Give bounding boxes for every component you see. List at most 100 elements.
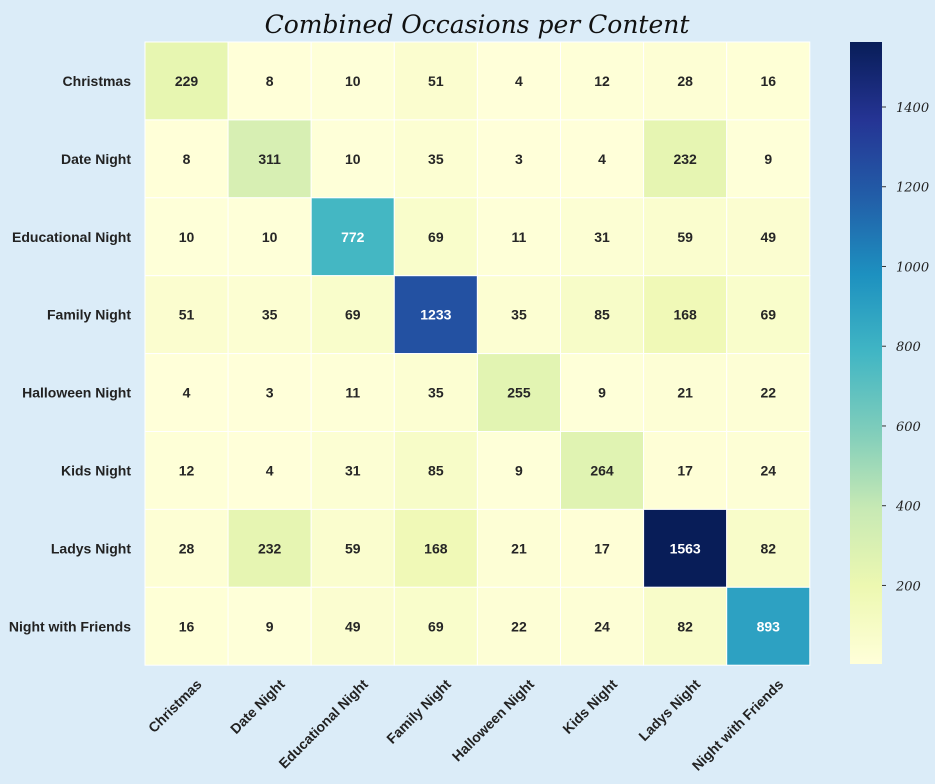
cell-value-label: 28 (179, 540, 195, 556)
cell-value-label: 35 (428, 151, 444, 167)
heatmap-cell (227, 119, 312, 199)
cell-value-label: 10 (345, 73, 361, 89)
cell-value-label: 255 (507, 385, 531, 401)
cell-value-label: 11 (512, 229, 527, 245)
cell-value-label: 772 (341, 229, 365, 245)
colorbar: 200 400 600 800 1000 1200 1400 (850, 42, 929, 664)
cell-value-label: 893 (757, 618, 781, 634)
cell-value-label: 49 (760, 229, 776, 245)
heatmap-cell (560, 119, 645, 199)
heatmap-cell (726, 41, 811, 121)
x-tick-label: Kids Night (559, 676, 620, 737)
heatmap-cell (560, 508, 645, 588)
x-tick-label: Christmas (145, 676, 205, 736)
heatmap-cell (144, 197, 229, 277)
cell-value-label: 10 (345, 151, 361, 167)
heatmap-cell (476, 197, 561, 277)
y-tick-label: Christmas (63, 73, 132, 89)
cell-value-label: 12 (179, 462, 195, 478)
cell-value-label: 69 (428, 229, 444, 245)
heatmap-cell (476, 353, 561, 433)
cell-value-label: 69 (760, 307, 776, 323)
cell-value-label: 35 (428, 385, 444, 401)
cell-value-label: 16 (179, 618, 195, 634)
cell-value-label: 17 (594, 540, 610, 556)
cell-value-label: 4 (266, 462, 274, 478)
x-tick-label: Ladys Night (635, 676, 703, 744)
heatmap-cell (393, 353, 478, 433)
cell-value-label: 69 (345, 307, 361, 323)
cell-value-label: 35 (511, 307, 527, 323)
heatmap-cell (643, 353, 728, 433)
cell-value-label: 82 (677, 618, 693, 634)
heatmap-cell (393, 41, 478, 121)
x-tick-label: Halloween Night (449, 676, 538, 765)
heatmap-cells: 229 8 10 51 4 12 28 168 311 10 35 3 4 232 910 10 772 69 11… (144, 41, 811, 666)
cell-value-label: 35 (262, 307, 278, 323)
cell-value-label: 8 (183, 151, 191, 167)
cell-value-label: 8 (266, 73, 274, 89)
heatmap-cell (144, 275, 229, 355)
heatmap-cell (476, 431, 561, 510)
heatmap-cell (643, 275, 728, 355)
cell-value-label: 24 (594, 618, 610, 634)
x-tick-label: Date Night (227, 676, 288, 737)
heatmap-cell (144, 586, 229, 666)
heatmap-cell (310, 353, 395, 433)
cell-value-label: 3 (266, 385, 274, 401)
colorbar-tick-label: 200 (895, 579, 921, 594)
cell-value-label: 22 (760, 385, 776, 401)
cell-value-label: 3 (515, 151, 523, 167)
y-tick-label: Family Night (47, 307, 131, 323)
heatmap-cell (476, 41, 561, 121)
heatmap-cell (310, 586, 395, 666)
heatmap-cell (310, 508, 395, 588)
cell-value-label: 12 (594, 73, 610, 89)
heatmap-cell (560, 197, 645, 277)
y-tick-label: Date Night (61, 151, 131, 167)
heatmap-cell (310, 431, 395, 510)
heatmap-cell (726, 353, 811, 433)
cell-value-label: 69 (428, 618, 444, 634)
colorbar-tick-label: 1200 (896, 181, 929, 196)
heatmap-cell (476, 275, 561, 355)
cell-value-label: 4 (515, 73, 523, 89)
heatmap-cell (310, 41, 395, 121)
cell-value-label: 59 (677, 229, 693, 245)
cell-value-label: 22 (511, 618, 527, 634)
heatmap-cell (476, 508, 561, 588)
heatmap-cell (227, 197, 312, 277)
heatmap-cell (726, 197, 811, 277)
cell-value-label: 11 (345, 385, 360, 401)
heatmap-cell (643, 431, 728, 510)
heatmap-cell (393, 586, 478, 666)
heatmap-cell (560, 41, 645, 121)
cell-value-label: 21 (511, 540, 527, 556)
cell-value-label: 10 (179, 229, 195, 245)
y-tick-label: Halloween Night (22, 385, 131, 401)
heatmap-cell (310, 275, 395, 355)
cell-value-label: 16 (760, 73, 776, 89)
heatmap-cell (227, 431, 312, 510)
cell-value-label: 4 (183, 385, 191, 401)
cell-value-label: 21 (677, 385, 693, 401)
heatmap-cell (643, 508, 728, 588)
colorbar-tick-label: 600 (896, 420, 921, 435)
cell-value-label: 4 (598, 151, 606, 167)
cell-value-label: 82 (760, 540, 776, 556)
y-tick-label: Night with Friends (9, 618, 131, 634)
cell-value-label: 49 (345, 618, 361, 634)
heatmap-cell (393, 197, 478, 277)
cell-value-label: 28 (677, 73, 693, 89)
heatmap-cell (144, 41, 229, 121)
cell-value-label: 85 (594, 307, 610, 323)
cell-value-label: 51 (179, 307, 195, 323)
heatmap-cell (476, 119, 561, 199)
y-tick-label: Ladys Night (51, 540, 131, 556)
colorbar-tick-label: 1400 (896, 101, 929, 116)
y-tick-label: Educational Night (12, 229, 131, 245)
cell-value-label: 59 (345, 540, 361, 556)
x-tick-label: Educational Night (275, 676, 371, 772)
heatmap-cell (643, 197, 728, 277)
